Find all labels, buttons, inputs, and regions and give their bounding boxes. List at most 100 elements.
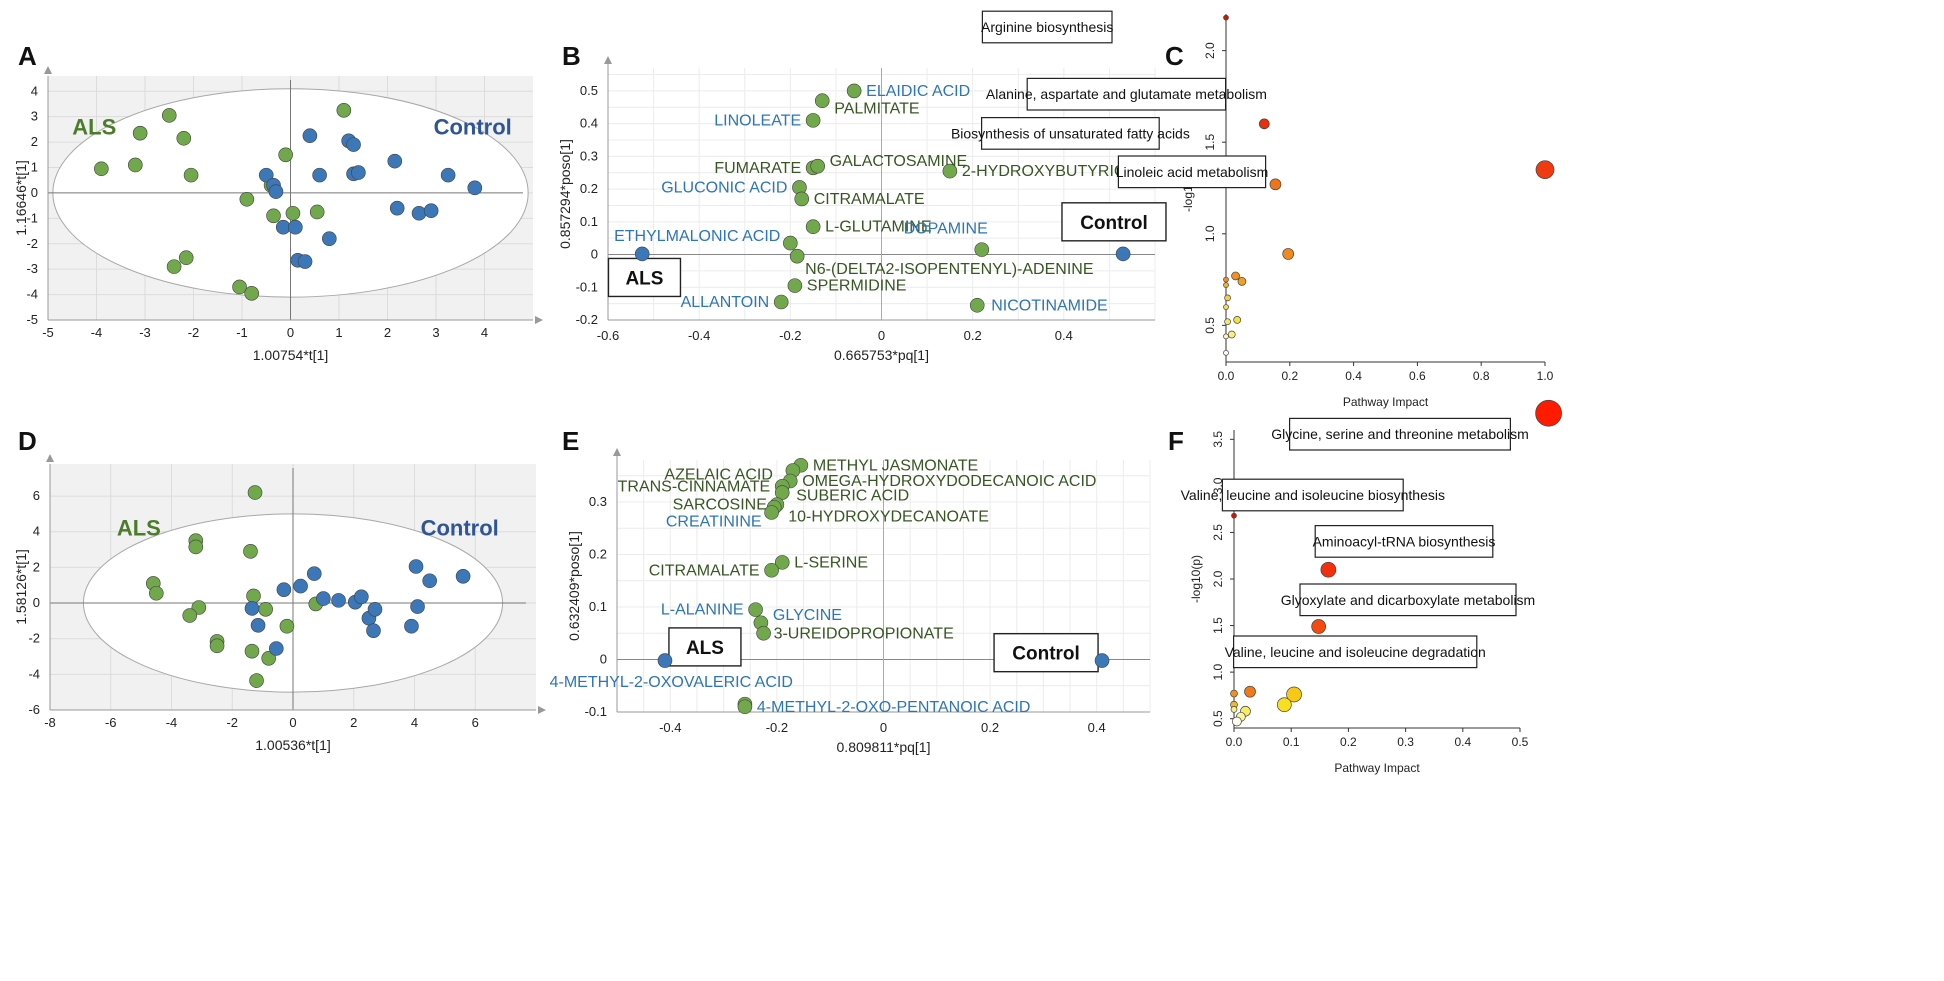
panel-e-y-tick-label: 0.2 [589,547,607,562]
panel-a-point-control [312,167,327,183]
panel-b-metabolite-label: N6-(DELTA2-ISOPENTENYL)-ADENINE [805,261,1093,278]
panel-d-point-als [261,651,277,666]
panel-f-y-tick-label: 2.0 [1211,570,1225,587]
panel-c-y-tick-label: 1.0 [1203,225,1217,242]
panel-c-pathway-point [1223,282,1229,288]
panel-d-group-label-als: ALS [117,515,161,540]
panel-f-x-tick-label: 0.4 [1454,735,1471,749]
panel-c-pathway-label: Arginine biosynthesis [981,19,1113,35]
panel-b-x-tick-label: 0 [878,328,885,343]
panel-e-y-tick-label: 0.3 [589,494,607,509]
panel-b-metabolite-point [805,113,821,128]
panel-a-point-control [346,137,361,152]
panel-d-point-als [247,485,263,500]
panel-d-point-control [268,641,284,656]
panel-f-pathway-point [1230,689,1238,698]
panel-f-y-tick-label: 3.0 [1211,477,1225,494]
panel-e-group-point-als [657,653,673,668]
panel-b-x-tick-label: -0.2 [779,328,801,343]
panel-d-x-axis-title: 1.00536*t[1] [255,737,331,753]
panel-d-point-als [243,544,258,559]
panel-f-pathway-point [1311,619,1327,634]
panel-b-metabolite-point [805,219,821,235]
panel-f-y-tick-label: 1.5 [1211,617,1225,634]
panel-d-y-axis-arrow [46,454,54,462]
panel-c-y-tick-label: 0.5 [1203,317,1217,334]
panel-a-y-axis-arrow [44,66,52,74]
panel-f-pathway-point [1276,697,1292,713]
panel-a-x-tick-label: -1 [236,325,248,340]
panel-f-pathway-label: Valine, leucine and isoleucine degradati… [1225,644,1486,660]
panel-f-pathway-label-box [1314,524,1494,558]
panel-b-x-tick-label: 0.4 [1055,328,1073,343]
panel-d-point-control [354,589,369,605]
panel-b-group-box [607,257,682,298]
panel-e-metabolite-point [748,602,763,617]
panel-b-metabolite-point [942,163,958,179]
panel-f-x-tick-label: 0.1 [1283,735,1300,749]
panel-b-letter: B [562,41,581,71]
panel-f-y-tick-label: 3.5 [1211,431,1225,448]
panel-b-metabolite-point [794,191,810,207]
panel-b-metabolite-point [773,294,789,310]
panel-a-point-als [128,157,143,173]
panel-b-metabolite-label: 2-HYDROXYBUTYRIC ACID [962,163,1167,180]
panel-c-pathway-label: Linoleic acid metabolism [1116,164,1269,180]
panel-c-x-tick-label: 0.4 [1345,369,1362,383]
panel-e-metabolite-point [764,562,779,578]
panel-d-point-als [244,643,260,659]
panel-d-point-control [404,618,419,634]
panel-b-group-point-control [1115,246,1131,262]
panel-d-x-axis-arrow [538,706,546,714]
panel-e-group-box [993,632,1099,673]
panel-e-x-tick-label: -0.4 [659,720,681,735]
panel-b-y-tick-label: 0 [591,247,598,262]
panel-c-pathway-point [1224,294,1231,302]
panel-d-x-tick-label: 4 [411,715,418,730]
panel-a-point-als [232,279,247,295]
panel-d-point-als [209,638,225,654]
panel-f-pathway-point [1535,399,1562,427]
panel-c-pathway-point [1258,118,1270,130]
panel-e-metabolite-label: 10-HYDROXYDECANOATE [788,508,989,525]
panel-c-pathway-point [1535,160,1555,180]
panel-d-point-control [422,573,437,589]
panel-a-point-als [178,250,194,266]
panel-b-metabolite-label: DOPAMINE [904,221,988,238]
panel-b-x-axis-title: 0.665753*pq[1] [834,347,929,363]
panel-a-group-label-control: Control [434,114,512,139]
panel-c-x-tick-label: 0.6 [1409,369,1426,383]
panel-d-x-tick-label: 2 [350,715,357,730]
panel-a-point-als [239,191,255,207]
panel-c-pathway-point [1223,14,1229,21]
panel-d-y-axis-title: 1.58126*t[1] [13,549,29,625]
panel-a-x-tick-label: 0 [287,325,294,340]
panel-b-metabolite-label: L-GLUTAMINE [825,219,931,236]
panel-d-point-control [244,601,260,616]
panel-a-point-control [387,153,403,169]
panel-b-metabolite-point [783,235,798,251]
panel-a-x-tick-label: 1 [335,325,342,340]
panel-c-pathway-label: Alanine, aspartate and glutamate metabol… [986,86,1267,102]
panel-e-metabolite-label: METHYL JASMONATE [813,457,978,474]
panel-d-y-tick-label: -2 [28,631,40,646]
panel-b-y-tick-label: -0.2 [576,312,598,327]
panel-a-point-als [278,147,293,163]
panel-f-y-axis-title: -log10(p) [1189,555,1203,603]
panel-c-y-tick-label: 2.0 [1203,42,1217,59]
panel-e-group-point-control [1094,653,1110,668]
panel-b-group-box-label: Control [1080,213,1148,234]
panel-b-y-tick-label: 0.1 [580,214,598,229]
panel-b-metabolite-point [787,278,803,293]
panel-f-pathway-point [1230,706,1238,713]
panel-f-x-tick-label: 0.5 [1512,735,1529,749]
panel-c-pathway-point [1269,178,1282,191]
panel-a-point-control [389,200,405,216]
panel-b-x-tick-label: 0.2 [964,328,982,343]
panel-d-y-tick-label: -6 [28,702,40,717]
panel-e-y-tick-label: 0.1 [589,599,607,614]
panel-d-point-control [331,593,346,608]
panel-b-metabolite-label: LINOLEATE [714,112,801,129]
panel-a-point-control [423,203,439,219]
panel-a-y-tick-label: -3 [26,261,38,276]
